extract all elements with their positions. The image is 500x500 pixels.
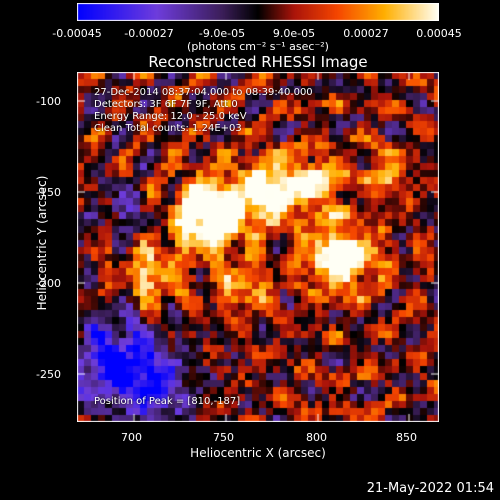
overlay-detectors: Detectors: 3F 6F 7F 9F, Att 0	[94, 99, 238, 110]
y-tick-label: -200	[36, 277, 61, 290]
datestamp: 21-May-2022 01:54	[366, 481, 494, 496]
overlay-method-counts: Clean Total counts: 1.24E+03	[94, 123, 242, 134]
rhessi-image-canvas	[77, 72, 439, 422]
x-tick-label: 850	[396, 431, 417, 444]
y-axis-label: Heliocentric Y (arcsec)	[35, 175, 49, 311]
overlay-energy-range: Energy Range: 12.0 - 25.0 keV	[94, 111, 247, 122]
overlay-peak-position: Position of Peak = [810,-187]	[94, 396, 241, 407]
colorbar-tick-label: -0.00027	[124, 27, 174, 40]
colorbar-tick-label: 0.00027	[343, 27, 389, 40]
colorbar-tick-label: 0.00045	[416, 27, 462, 40]
x-axis-label: Heliocentric X (arcsec)	[190, 446, 326, 460]
colorbar-units: (photons cm⁻² s⁻¹ asec⁻²)	[187, 40, 329, 53]
plot-title: Reconstructed RHESSI Image	[148, 53, 368, 71]
y-tick-label: -100	[36, 95, 61, 108]
rhessi-image	[77, 72, 439, 422]
colorbar-gradient	[77, 3, 439, 21]
colorbar-tick-label: 9.0e-05	[272, 27, 316, 40]
y-tick-label: -250	[36, 368, 61, 381]
y-tick-label: -150	[36, 186, 61, 199]
x-tick-label: 750	[213, 431, 234, 444]
colorbar-tick-label: -9.0e-05	[198, 27, 246, 40]
x-tick-label: 700	[121, 431, 142, 444]
overlay-time-range: 27-Dec-2014 08:37:04.000 to 08:39:40.000	[94, 87, 313, 98]
colorbar-tick-label: -0.00045	[52, 27, 102, 40]
colorbar	[77, 3, 439, 21]
x-tick-label: 800	[306, 431, 327, 444]
